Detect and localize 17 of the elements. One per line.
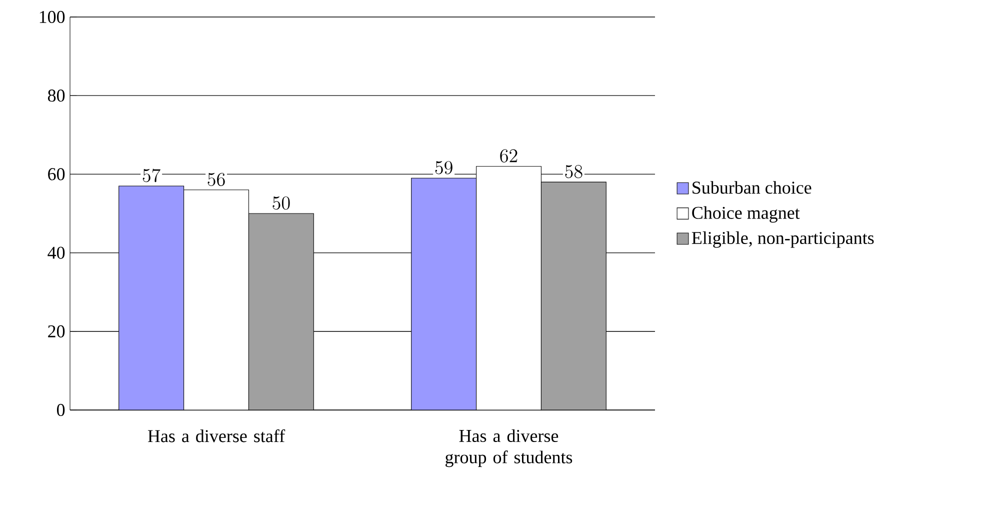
y-tick-label: 60 [48,168,65,180]
data-label: 62 [500,149,518,162]
y-tick-label: 100 [40,10,65,24]
y-tick-label: 40 [48,246,65,259]
legend-label: Eligible, non-participants [692,231,874,248]
x-tick-label: Has a diverse group of students [446,429,572,468]
legend-label: Suburban choice [692,181,812,194]
y-tick-label: 80 [48,90,65,102]
data-label: 57 [142,168,160,182]
x-tick-label: Has a diverse staff [148,429,286,442]
legend-label: Choice magnet [692,206,800,223]
data-label: 58 [565,165,582,178]
data-label: 56 [208,172,225,186]
data-label: 50 [272,196,290,210]
y-tick-label: 20 [48,325,65,338]
data-label: 59 [435,161,452,174]
y-tick-label: 0 [56,404,65,416]
